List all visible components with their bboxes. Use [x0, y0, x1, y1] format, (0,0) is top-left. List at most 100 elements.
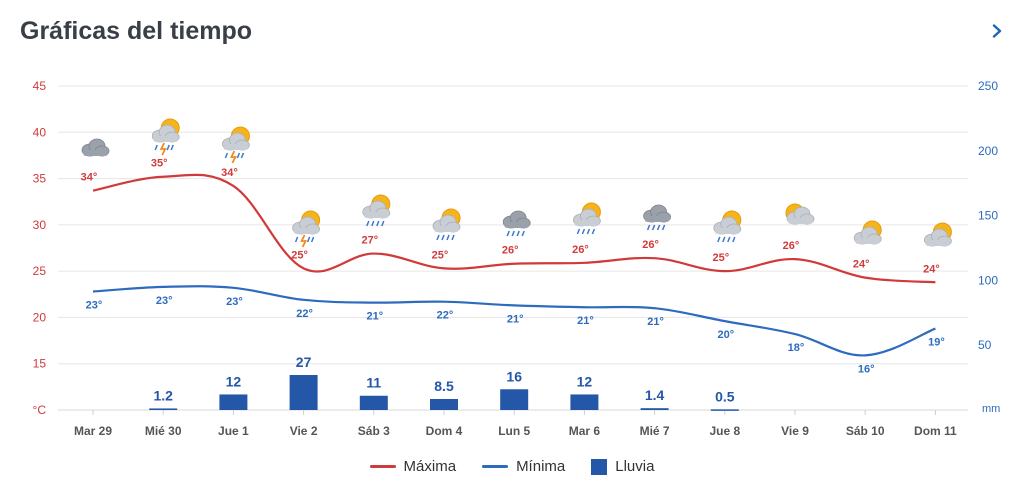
- x-tick-label: Lun 5: [498, 424, 530, 438]
- chevron-right-icon: [992, 24, 1002, 38]
- next-chart-button[interactable]: [984, 18, 1010, 44]
- y-right-tick-label: 150: [978, 209, 998, 223]
- x-tick-label: Sáb 3: [358, 424, 390, 438]
- rain-value-label: 11: [366, 375, 381, 391]
- x-tick-label: Vie 2: [290, 424, 318, 438]
- min-temp-label: 21°: [366, 311, 383, 323]
- max-temp-label: 26°: [642, 239, 659, 251]
- rain-value-label: 12: [226, 373, 242, 389]
- legend-swatch-rain: [591, 458, 608, 475]
- partly-cloudy-storm-icon: [292, 210, 321, 248]
- x-tick-label: Jue 1: [218, 424, 249, 438]
- x-tick-label: Mar 29: [74, 424, 112, 438]
- min-temp-label: 22°: [437, 310, 454, 322]
- max-temp-label: 25°: [432, 249, 449, 261]
- max-temp-label: 27°: [361, 235, 378, 247]
- rain-value-label: 1.4: [645, 387, 665, 403]
- min-temp-label: 23°: [226, 296, 243, 308]
- rain-bar: [570, 394, 599, 410]
- mostly-sunny-icon: [785, 203, 815, 225]
- min-temp-label: 22°: [296, 308, 313, 320]
- max-temp-label: 34°: [221, 167, 238, 179]
- min-temp-label: 23°: [156, 295, 173, 307]
- max-temp-label: 26°: [572, 244, 589, 256]
- y-left-tick-label: 20: [33, 310, 47, 324]
- y-left-unit-label: °C: [33, 403, 47, 417]
- y-right-unit-label: mm: [982, 403, 1000, 415]
- rain-bar: [219, 394, 248, 410]
- rain-bar: [500, 389, 529, 410]
- x-tick-label: Mié 30: [145, 424, 182, 438]
- x-tick-label: Mié 7: [640, 424, 670, 438]
- y-left-tick-label: 15: [33, 357, 47, 371]
- partly-cloudy-rain-icon: [432, 208, 461, 241]
- max-temp-label: 26°: [783, 240, 800, 252]
- rain-value-label: 16: [506, 368, 522, 384]
- x-tick-label: Dom 11: [914, 424, 957, 438]
- min-temp-label: 19°: [928, 337, 945, 349]
- max-temp-label: 24°: [853, 259, 870, 271]
- y-right-tick-label: 50: [978, 338, 992, 352]
- partly-cloudy-icon: [924, 222, 952, 247]
- rain-bar: [430, 398, 458, 410]
- y-left-tick-label: 35: [33, 172, 47, 186]
- y-right-tick-label: 250: [978, 79, 998, 93]
- y-left-tick-label: 40: [33, 125, 47, 139]
- x-tick-label: Jue 8: [709, 424, 740, 438]
- partly-cloudy-storm-icon: [221, 126, 250, 164]
- min-temp-label: 16°: [858, 363, 875, 375]
- rain-bar: [359, 395, 388, 410]
- rain-value-label: 1.2: [153, 387, 173, 403]
- cloudy-rain-icon: [643, 204, 671, 231]
- x-tick-label: Dom 4: [426, 424, 463, 438]
- partly-cloudy-rain-icon: [713, 210, 742, 243]
- rain-value-label: 12: [577, 373, 593, 389]
- y-left-tick-label: 30: [33, 218, 47, 232]
- max-temp-label: 25°: [712, 252, 729, 264]
- legend-label-min: Mínima: [516, 458, 566, 475]
- cloudy-icon: [81, 138, 110, 157]
- min-temp-label: 18°: [788, 342, 805, 354]
- legend-swatch-min: [482, 465, 509, 468]
- partly-cloudy-rain-icon: [573, 202, 601, 235]
- legend-item-rain[interactable]: Lluvia: [591, 458, 654, 475]
- rain-value-label: 0.5: [715, 388, 735, 404]
- min-temp-label: 21°: [647, 316, 664, 328]
- legend-label-rain: Lluvia: [615, 458, 655, 475]
- y-left-tick-label: 25: [33, 264, 47, 278]
- page-title: Gráficas del tiempo: [20, 17, 253, 45]
- x-tick-label: Vie 9: [781, 424, 809, 438]
- legend-swatch-max: [369, 465, 396, 468]
- legend-item-max[interactable]: Máxima: [369, 458, 457, 475]
- max-temp-label: 24°: [923, 263, 940, 275]
- max-temp-label: 35°: [151, 158, 168, 170]
- legend-label-max: Máxima: [403, 458, 457, 475]
- x-tick-label: Mar 6: [569, 424, 601, 438]
- weather-chart: 45 40 35 30 25 20 15 °C 250 200 150 100 50 mm Mar 29 Mi…: [33, 79, 1001, 438]
- partly-cloudy-icon: [853, 220, 882, 245]
- min-temp-label: 21°: [577, 315, 594, 327]
- y-right-tick-label: 200: [978, 144, 998, 158]
- partly-cloudy-rain-icon: [362, 194, 391, 227]
- max-temp-label: 26°: [502, 245, 519, 257]
- y-left-tick-label: 45: [33, 79, 47, 93]
- rain-bar: [149, 408, 178, 410]
- max-temp-label: 34°: [81, 172, 98, 184]
- x-tick-label: Sáb 10: [846, 424, 885, 438]
- cloudy-rain-icon: [502, 210, 531, 237]
- partly-cloudy-storm-icon: [151, 118, 180, 156]
- rain-value-label: 8.5: [434, 378, 454, 394]
- y-right-tick-label: 100: [978, 273, 998, 287]
- min-temp-label: 21°: [507, 313, 524, 325]
- rain-bar: [710, 409, 739, 411]
- rain-value-label: 27: [296, 354, 312, 370]
- rain-bar: [640, 408, 669, 410]
- min-temp-label: 20°: [717, 329, 734, 341]
- rain-bar: [289, 375, 318, 410]
- chart-legend: Máxima Mínima Lluvia: [0, 458, 1024, 475]
- max-temp-line: [92, 173, 936, 284]
- max-temp-label: 25°: [291, 249, 308, 261]
- min-temp-label: 23°: [86, 300, 103, 312]
- legend-item-min[interactable]: Mínima: [482, 458, 565, 475]
- min-temp-line: [92, 285, 936, 357]
